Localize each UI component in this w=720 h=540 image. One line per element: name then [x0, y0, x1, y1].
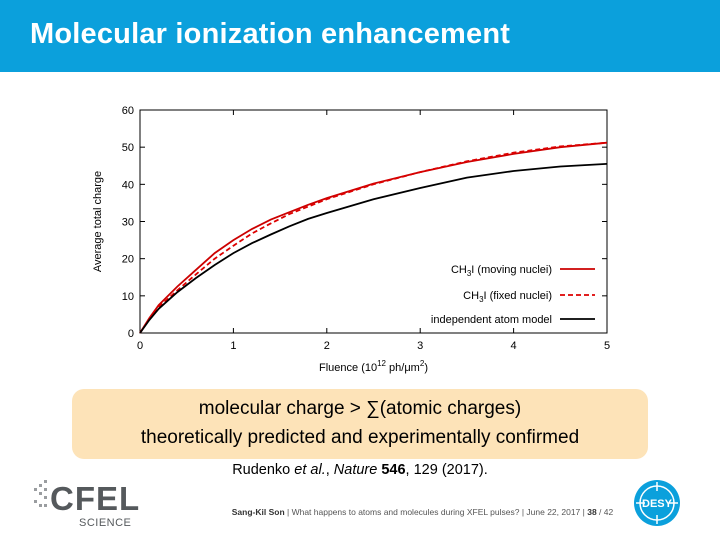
series-line-0 [139, 141, 608, 334]
citation-journal: Nature [333, 462, 378, 478]
x-tick-label: 4 [511, 340, 517, 352]
citation-volume: 546 [377, 462, 406, 478]
footer: Sang-Kil Son | What happens to atoms and… [200, 507, 645, 517]
cfel-logo-text: CFEL [50, 480, 141, 517]
desy-logo-icon: DESY [634, 480, 680, 526]
y-axis-label: Average total charge [92, 171, 104, 272]
title-bar: Molecular ionization enhancement [0, 0, 720, 72]
citation-sep: , [325, 462, 334, 478]
x-tick-label: 3 [417, 340, 423, 352]
conclusion-box: molecular charge > ∑(atomic charges) the… [72, 389, 648, 459]
series-line-2 [139, 163, 608, 334]
y-tick-label: 20 [122, 254, 134, 266]
x-axis-label: Fluence (1012 ph/μm2) [319, 359, 428, 374]
y-tick-label: 10 [122, 291, 134, 303]
x-tick-label: 2 [324, 340, 330, 352]
y-tick-label: 40 [122, 179, 134, 191]
legend-label-2: independent atom model [431, 314, 552, 326]
citation-rest: , 129 (2017). [405, 462, 488, 478]
cfel-logo-subtext: SCIENCE [79, 517, 132, 529]
conclusion-line-2: theoretically predicted and experimental… [140, 427, 580, 448]
legend-label-0: CH3I (moving nuclei) [451, 264, 552, 278]
desy-logo-text: DESY [642, 498, 673, 510]
x-tick-label: 1 [230, 340, 236, 352]
slide-title: Molecular ionization enhancement [30, 18, 511, 50]
footer-text: | What happens to atoms and molecules du… [284, 507, 588, 517]
series-line-1 [139, 141, 608, 334]
citation-authors: Rudenko [232, 462, 295, 478]
fluence-charge-chart: 0 10 20 30 40 50 60 0 1 2 3 4 5 Average total charge F… [92, 105, 610, 374]
x-tick-label: 0 [137, 340, 143, 352]
legend-label-1: CH3I (fixed nuclei) [463, 290, 552, 304]
footer-author: Sang-Kil Son [231, 507, 285, 517]
x-tick-label: 5 [604, 340, 610, 352]
y-tick-label: 30 [122, 217, 134, 229]
footer-page: 38 [587, 507, 597, 517]
citation-etal: et al. [294, 462, 326, 478]
footer-total: / 42 [596, 507, 614, 517]
conclusion-line-1: molecular charge > ∑(atomic charges) [198, 398, 522, 419]
citation: Rudenko et al., Nature 546, 129 (2017). [0, 462, 720, 478]
y-tick-label: 60 [122, 105, 134, 117]
cfel-logo-icon [34, 480, 47, 507]
y-tick-label: 0 [128, 328, 134, 340]
y-tick-label: 50 [122, 142, 134, 154]
